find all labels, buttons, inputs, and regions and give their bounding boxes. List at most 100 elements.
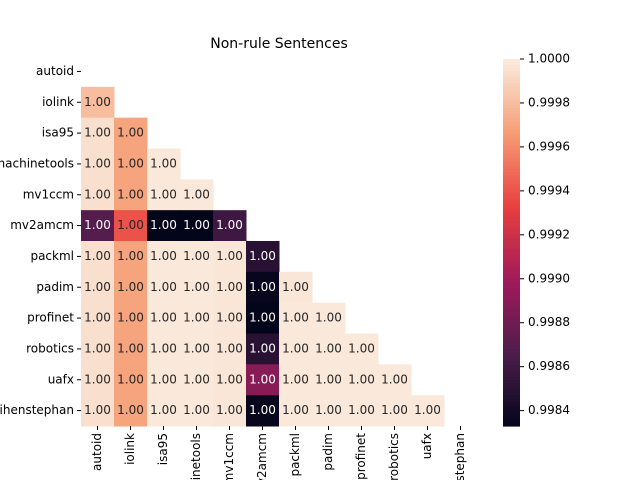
colorbar-segment	[503, 270, 520, 274]
colorbar-segment	[503, 83, 520, 88]
colorbar-segment	[503, 153, 520, 158]
cell-label: 1.00	[249, 403, 276, 417]
heat-cell	[345, 395, 379, 427]
colorbar-segment	[503, 395, 520, 400]
colorbar-segment	[503, 59, 520, 63]
colorbar-segment	[503, 107, 520, 112]
colorbar-segment	[503, 129, 520, 133]
colorbar-segment	[503, 190, 520, 195]
colorbar-segment	[503, 123, 520, 127]
heat-cell	[246, 333, 280, 365]
colorbar-segment	[503, 273, 520, 277]
colorbar-tick-label: 0.9988	[528, 315, 570, 329]
colorbar-segment	[503, 205, 520, 210]
y-tick-label: mv1ccm	[23, 187, 74, 201]
heat-cell	[81, 179, 115, 211]
colorbar-segment	[503, 266, 520, 271]
cell-label: 1.00	[117, 341, 144, 355]
colorbar-segment	[503, 193, 520, 198]
cell-label: 1.00	[183, 311, 210, 325]
heat-cell	[180, 179, 214, 211]
heat-cell	[312, 333, 346, 365]
colorbar-segment	[503, 95, 520, 100]
heat-cell	[81, 364, 115, 396]
cell-label: 1.00	[84, 218, 111, 232]
colorbar-segment	[503, 214, 520, 219]
colorbar-segment	[503, 337, 520, 341]
colorbar-segment	[503, 263, 520, 268]
colorbar-segment	[503, 68, 520, 72]
heat-cell	[246, 241, 280, 273]
colorbar-segment	[503, 410, 520, 415]
colorbar-tick-label: 0.9996	[528, 139, 570, 153]
colorbar-segment	[503, 291, 520, 296]
cell-label: 1.00	[249, 249, 276, 263]
cell-label: 1.00	[183, 249, 210, 263]
heat-cell	[180, 241, 214, 273]
colorbar-segment	[503, 62, 520, 66]
y-tick-label: iolink	[42, 95, 74, 109]
cell-label: 1.00	[183, 341, 210, 355]
colorbar-tick-label: 0.9994	[528, 183, 570, 197]
heat-cell	[246, 364, 280, 396]
colorbar-segment	[503, 352, 520, 357]
colorbar-segment	[503, 92, 520, 97]
cell-label: 1.00	[84, 156, 111, 170]
cell-label: 1.00	[117, 218, 144, 232]
heat-cell	[213, 364, 247, 396]
colorbar-segment	[503, 224, 520, 228]
colorbar-segment	[503, 98, 520, 103]
colorbar-segment	[503, 156, 520, 161]
cell-label: 1.00	[117, 126, 144, 140]
colorbar-segment	[503, 282, 520, 286]
cell-label: 1.00	[216, 311, 243, 325]
heat-cell	[213, 271, 247, 304]
colorbar-segment	[503, 236, 520, 241]
colorbar-segment	[503, 101, 520, 106]
colorbar-segment	[503, 110, 520, 115]
colorbar-segment	[503, 309, 520, 314]
cell-label: 1.00	[282, 341, 309, 355]
cell-label: 1.00	[150, 187, 177, 201]
y-tick-label: isa95	[42, 126, 74, 140]
heat-cell	[147, 271, 181, 304]
heat-cell	[114, 179, 148, 211]
x-tick-label: autoid	[90, 433, 104, 471]
cell-label: 1.00	[216, 403, 243, 417]
colorbar-segment	[503, 74, 520, 78]
colorbar-segment	[503, 285, 520, 289]
cell-label: 1.00	[348, 341, 375, 355]
colorbar-segment	[503, 294, 520, 299]
cell-label: 1.00	[150, 156, 177, 170]
colorbar-segment	[503, 374, 520, 378]
colorbar-segment	[503, 218, 520, 222]
heat-cell	[180, 333, 214, 365]
cell-label: 1.00	[381, 372, 408, 386]
colorbar-segment	[503, 364, 520, 369]
heat-cell	[81, 271, 115, 304]
cell-label: 1.00	[315, 372, 342, 386]
colorbar-segment	[503, 407, 520, 412]
heat-cell	[378, 395, 412, 427]
colorbar-segment	[503, 65, 520, 69]
heat-cell	[114, 364, 148, 396]
heat-cell	[246, 271, 280, 304]
colorbar-segment	[503, 184, 520, 189]
cell-label: 1.00	[84, 249, 111, 263]
cell-label: 1.00	[84, 372, 111, 386]
cell-label: 1.00	[117, 280, 144, 294]
cell-label: 1.00	[282, 280, 309, 294]
cell-label: 1.00	[183, 218, 210, 232]
heat-cell	[81, 148, 115, 180]
cell-label: 1.00	[117, 403, 144, 417]
colorbar-segment	[503, 104, 520, 109]
colorbar-segment	[503, 383, 520, 387]
colorbar-segment	[503, 367, 520, 372]
colorbar-segment	[503, 377, 520, 381]
heat-cell	[81, 395, 115, 427]
colorbar-segment	[503, 398, 520, 403]
colorbar-segment	[503, 276, 520, 280]
colorbar-segment	[503, 89, 520, 94]
y-tick-label: padim	[36, 280, 74, 294]
